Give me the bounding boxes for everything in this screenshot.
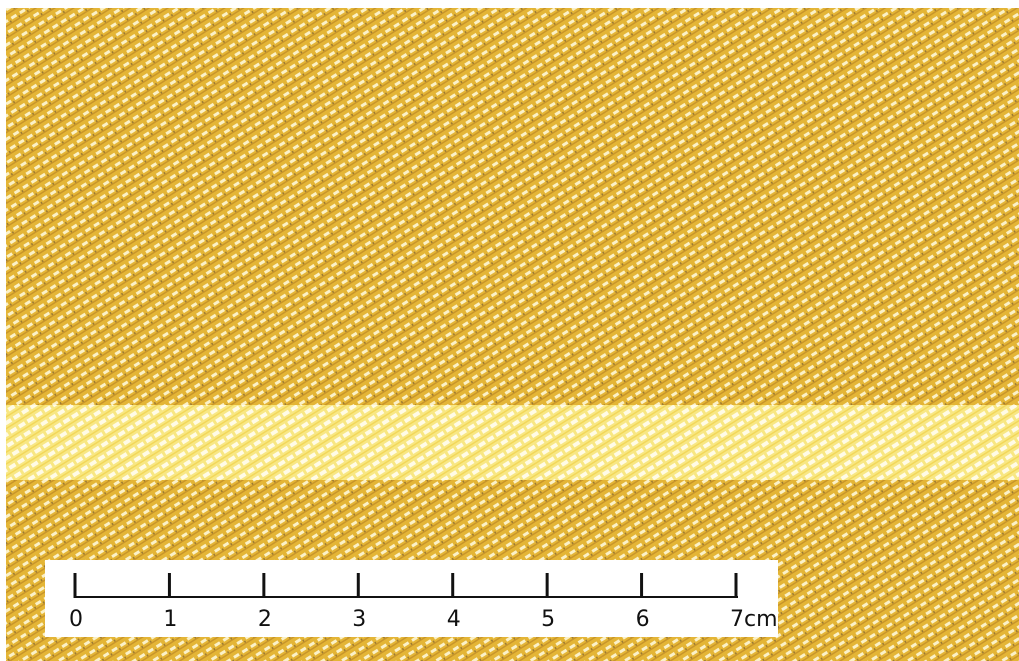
- scale-label: 2: [258, 607, 272, 632]
- scale-label: 0: [69, 607, 83, 632]
- scale-label: 7cm: [730, 607, 778, 632]
- scale-bar: 0 1 2 3 4 5 6 7cm: [45, 560, 778, 637]
- fabric: [6, 8, 1019, 661]
- scale-label: 1: [163, 607, 177, 632]
- scale-label: 6: [636, 607, 650, 632]
- scale-label: 4: [447, 607, 461, 632]
- scale-label: 5: [541, 607, 555, 632]
- scale-label: 3: [352, 607, 366, 632]
- scale-bar-background: [45, 560, 778, 637]
- light-band: [6, 405, 1019, 480]
